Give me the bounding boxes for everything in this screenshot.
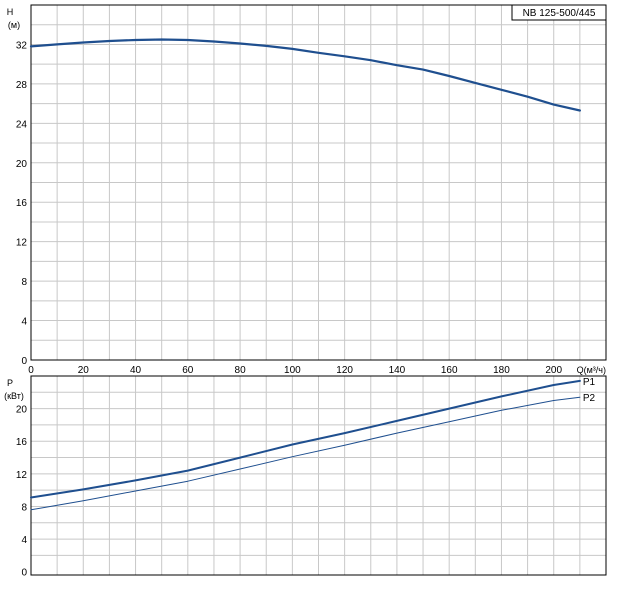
y-tick-label: 0 — [21, 356, 27, 367]
y-tick-label: 20 — [16, 405, 28, 416]
y-tick-label: 12 — [16, 470, 28, 481]
x-tick-label: 160 — [441, 365, 458, 376]
y-tick-label: 24 — [16, 119, 28, 130]
plot-frame — [30, 375, 607, 576]
x-tick-label: 60 — [182, 365, 194, 376]
y-tick-label: 4 — [21, 317, 27, 328]
series-label-p1: P1 — [583, 377, 596, 388]
x-tick-label: 140 — [389, 365, 406, 376]
x-tick-label: 200 — [545, 365, 562, 376]
x-tick-label: 80 — [235, 365, 247, 376]
y-tick-label: 28 — [16, 80, 28, 91]
x-tick-label: 40 — [130, 365, 142, 376]
y-axis-unit: (кВт) — [4, 391, 24, 401]
x-tick-label: 20 — [78, 365, 90, 376]
y-tick-label: 0 — [21, 568, 27, 579]
y-tick-label: 20 — [16, 159, 28, 170]
series-label-p2: P2 — [583, 393, 596, 404]
y-axis-label: H — [7, 7, 14, 17]
x-axis-label: Q(м³/ч) — [577, 365, 606, 375]
x-tick-label: 100 — [284, 365, 301, 376]
x-tick-label: 0 — [28, 365, 34, 376]
head-series-line — [29, 38, 582, 112]
y-tick-label: 4 — [21, 535, 27, 546]
power-chart-panel: 0 4 8 12 16 20 P (кВт) P1 P2 — [4, 375, 607, 579]
y-tick-label: 12 — [16, 238, 28, 249]
p2-series-line — [30, 396, 581, 511]
y-tick-label: 16 — [16, 198, 28, 209]
model-label-box: NB 125-500/445 — [511, 4, 607, 21]
y-tick-label: 16 — [16, 437, 28, 448]
model-label: NB 125-500/445 — [523, 8, 596, 19]
y-axis-unit: (м) — [8, 20, 20, 30]
x-tick-label: 180 — [493, 365, 510, 376]
y-tick-label: 32 — [16, 40, 28, 51]
x-tick-label: 120 — [336, 365, 353, 376]
y-axis-label: P — [7, 378, 13, 388]
y-tick-label: 8 — [21, 277, 27, 288]
plot-frame — [30, 4, 607, 361]
y-tick-label: 8 — [21, 502, 27, 513]
p1-series-line — [30, 379, 581, 499]
head-chart-panel: 0 4 8 12 16 20 24 28 32 H (м) 0 20 40 60 80 100 120 140 160… — [7, 4, 607, 376]
